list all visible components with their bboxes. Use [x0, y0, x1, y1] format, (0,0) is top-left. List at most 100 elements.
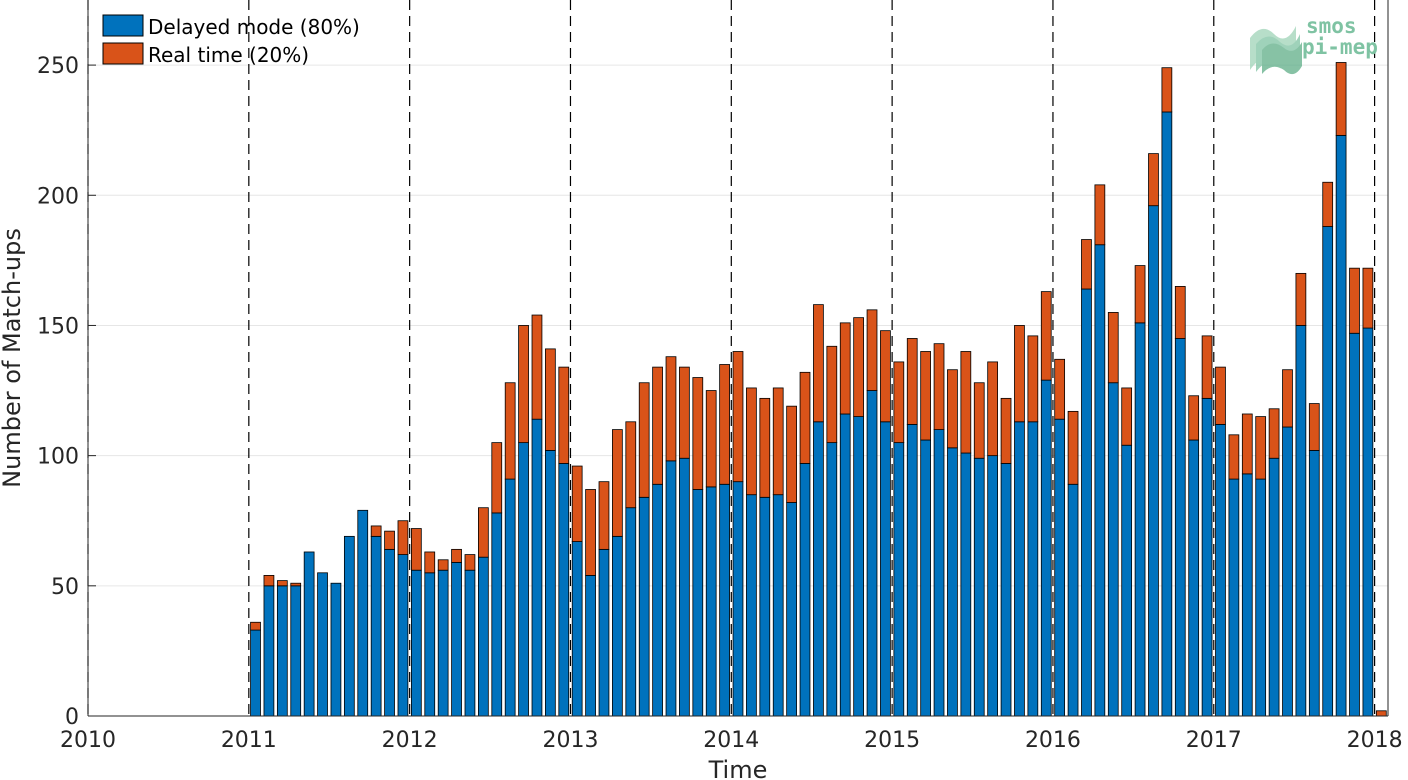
x-tick-label: 2013 — [542, 728, 598, 753]
bar-delayed — [357, 509, 369, 717]
bar-delayed — [250, 629, 261, 717]
bar-realtime — [1148, 153, 1159, 207]
bar-delayed — [960, 452, 972, 717]
bar-delayed — [1201, 397, 1213, 717]
bar-realtime — [638, 382, 650, 498]
legend-swatch-delayed — [102, 14, 144, 37]
bar-delayed — [1107, 382, 1119, 717]
bar-delayed — [732, 481, 744, 717]
bar-delayed — [1295, 325, 1307, 717]
bar-realtime — [1282, 369, 1293, 428]
bar-realtime — [893, 361, 905, 444]
bar-realtime — [906, 338, 918, 425]
bar-realtime — [1094, 184, 1106, 246]
bar-realtime — [1228, 434, 1240, 480]
y-tick-label: 100 — [37, 445, 79, 470]
bar-realtime — [1375, 710, 1387, 717]
waves-icon — [1250, 26, 1302, 75]
bar-realtime — [437, 559, 449, 571]
bar-realtime — [866, 309, 878, 391]
bar-realtime — [746, 387, 757, 496]
bar-realtime — [1362, 267, 1374, 329]
bar-delayed — [1282, 426, 1293, 717]
bar-delayed — [1148, 205, 1159, 717]
bar-delayed — [1081, 288, 1092, 717]
bar-delayed — [558, 463, 570, 717]
bar-realtime — [397, 520, 409, 555]
bar-realtime — [1067, 410, 1079, 485]
bar-realtime — [1188, 395, 1200, 441]
bar-delayed — [1322, 226, 1334, 717]
y-tick-label: 0 — [65, 705, 79, 730]
bar-realtime — [920, 351, 931, 441]
bar-delayed — [598, 548, 610, 717]
bar-delayed — [1188, 439, 1200, 717]
bar-delayed — [652, 483, 663, 717]
bar-delayed — [973, 457, 985, 717]
bar-delayed — [813, 421, 824, 717]
bar-delayed — [290, 585, 302, 717]
bar-realtime — [491, 442, 503, 514]
bar-realtime — [933, 343, 945, 430]
bar-delayed — [1161, 111, 1173, 717]
bar-realtime — [973, 382, 985, 459]
bar-delayed — [303, 551, 315, 717]
bar-realtime — [504, 382, 516, 480]
bar-delayed — [585, 575, 596, 717]
bar-delayed — [1362, 327, 1374, 717]
bar-realtime — [1054, 358, 1066, 420]
bar-delayed — [799, 463, 811, 717]
bar-delayed — [1094, 244, 1106, 717]
x-tick-label: 2010 — [60, 728, 116, 753]
bar-realtime — [1161, 67, 1173, 113]
bar-realtime — [1201, 335, 1213, 399]
x-tick-label: 2017 — [1186, 728, 1242, 753]
bar-delayed — [1308, 450, 1320, 717]
bar-realtime — [1081, 239, 1092, 290]
y-tick-label: 250 — [37, 54, 79, 79]
bar-delayed — [545, 450, 556, 717]
bar-delayed — [920, 439, 931, 717]
bar-delayed — [906, 423, 918, 717]
bar-realtime — [598, 481, 610, 550]
bar-realtime — [853, 317, 864, 417]
bar-delayed — [893, 442, 905, 717]
x-tick-label: 2016 — [1025, 728, 1081, 753]
bar-realtime — [786, 405, 797, 503]
bar-delayed — [504, 478, 516, 717]
legend-label-realtime: Real time (20%) — [148, 43, 309, 67]
bar-realtime — [1295, 272, 1307, 326]
bar-delayed — [746, 494, 757, 717]
logo: smos pi-mep — [1250, 14, 1378, 75]
bar-realtime — [719, 364, 730, 485]
x-tick-label: 2012 — [382, 728, 438, 753]
logo-text-line2: pi-mep — [1302, 35, 1378, 59]
bar-delayed — [531, 418, 543, 717]
bar-delayed — [880, 421, 891, 717]
bar-realtime — [625, 421, 637, 509]
bar-realtime — [1241, 413, 1253, 475]
bar-delayed — [1349, 332, 1360, 717]
bar-delayed — [343, 535, 355, 717]
bar-delayed — [370, 535, 382, 717]
bar-realtime — [987, 361, 999, 457]
bar-delayed — [853, 416, 864, 717]
bar-delayed — [571, 541, 583, 717]
bar-delayed — [424, 572, 436, 717]
bar-delayed — [518, 442, 529, 717]
bar-delayed — [786, 502, 797, 717]
legend: Delayed mode (80%) Real time (20%) — [102, 14, 360, 67]
bar-realtime — [772, 387, 784, 496]
bar-realtime — [813, 304, 824, 423]
y-axis-label: Number of Match-ups — [0, 228, 26, 488]
bar-delayed — [826, 442, 838, 717]
bar-delayed — [1000, 463, 1012, 717]
y-tick-label: 200 — [37, 184, 79, 209]
bar-realtime — [276, 580, 288, 587]
bar-realtime — [705, 390, 717, 488]
bar-realtime — [1040, 291, 1052, 381]
bar-delayed — [625, 507, 637, 717]
bar-delayed — [1228, 478, 1240, 717]
bar-realtime — [839, 322, 851, 415]
